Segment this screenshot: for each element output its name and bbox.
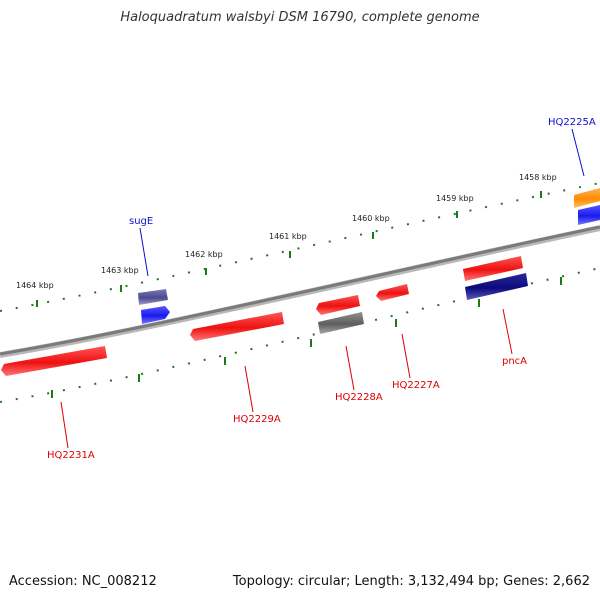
reverse-features [1, 273, 528, 376]
gene-HQ2228A-red [316, 295, 360, 315]
accession-text: Accession: NC_008212 [9, 574, 157, 589]
tick-label-1462: 1462 kbp [185, 250, 223, 259]
leader-HQ2227A [401, 333, 411, 379]
tick-label-1463: 1463 kbp [101, 266, 139, 275]
gene-HQ2228A-gray [318, 312, 364, 334]
label-leaders [60, 128, 585, 449]
leader-HQ2229A [244, 365, 254, 413]
gene-pncA [465, 273, 528, 300]
gene-sugE-arrow [141, 306, 170, 324]
tick-labels: 1458 kbp 1459 kbp 1460 kbp 1461 kbp 1462… [16, 173, 557, 290]
gene-HQ2229A [190, 312, 284, 341]
tick-label-1464: 1464 kbp [16, 281, 54, 290]
tick-label-1460: 1460 kbp [352, 214, 390, 223]
gene-HQ2225A-orange [574, 188, 600, 208]
genome-stats-text: Topology: circular; Length: 3,132,494 bp… [232, 574, 590, 589]
label-HQ2231A: HQ2231A [47, 450, 95, 461]
gene-red-forward-1 [463, 256, 523, 281]
gene-HQ2231A [1, 346, 107, 376]
tick-label-1458: 1458 kbp [519, 173, 557, 182]
leader-HQ2231A [60, 401, 69, 449]
forward-features [138, 188, 600, 324]
tick-label-1461: 1461 kbp [269, 232, 307, 241]
genome-backbone [0, 225, 600, 358]
tick-label-1459: 1459 kbp [436, 194, 474, 203]
leader-HQ2228A [345, 345, 355, 391]
label-HQ2227A: HQ2227A [392, 380, 440, 391]
label-HQ2228A: HQ2228A [335, 392, 383, 403]
label-sugE: sugE [129, 216, 153, 227]
label-HQ2225A: HQ2225A [548, 117, 596, 128]
leader-pncA [502, 308, 513, 355]
leader-HQ2225A [571, 128, 585, 177]
gene-HQ2227A [376, 284, 409, 301]
label-HQ2229A: HQ2229A [233, 414, 281, 425]
map-title: Haloquadratum walsbyi DSM 16790, complet… [120, 10, 480, 25]
gene-sugE-cds [138, 289, 168, 305]
leader-sugE [139, 227, 149, 277]
gene-HQ2225A-cds [578, 205, 600, 225]
inner-tick-ruler [0, 267, 600, 403]
label-pncA: pncA [502, 356, 527, 367]
gene-labels: HQ2225A sugE HQ2231A HQ2229A HQ2228A HQ2… [47, 117, 596, 461]
outer-tick-ruler [0, 182, 600, 312]
